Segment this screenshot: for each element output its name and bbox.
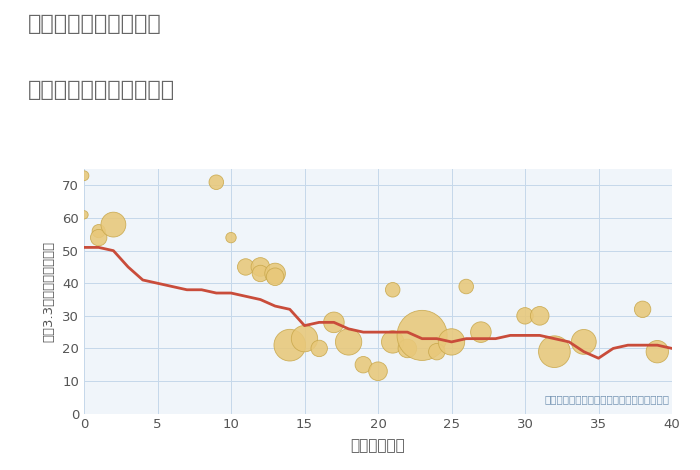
Point [255, 263, 266, 271]
Point [225, 234, 237, 242]
Point [416, 332, 428, 339]
Point [461, 283, 472, 290]
Text: 築年数別中古戸建て価格: 築年数別中古戸建て価格 [28, 80, 175, 100]
Point [108, 221, 119, 228]
Point [93, 234, 104, 242]
Text: 円の大きさは、取引のあった物件面積を示す: 円の大きさは、取引のあった物件面積を示す [544, 394, 669, 404]
Point [358, 361, 369, 368]
Point [299, 335, 310, 343]
Point [387, 338, 398, 345]
Point [475, 329, 486, 336]
X-axis label: 築年数（年）: 築年数（年） [351, 439, 405, 454]
Point [270, 273, 281, 281]
Point [519, 312, 531, 320]
Text: 千葉県匝瑳市横須賀の: 千葉県匝瑳市横須賀の [28, 14, 162, 34]
Point [328, 319, 339, 326]
Point [314, 345, 325, 352]
Point [255, 270, 266, 277]
Point [446, 338, 457, 345]
Point [240, 263, 251, 271]
Point [284, 341, 295, 349]
Point [78, 172, 90, 180]
Point [431, 348, 442, 355]
Point [402, 345, 413, 352]
Point [652, 348, 663, 355]
Point [372, 368, 384, 375]
Point [270, 270, 281, 277]
Point [93, 227, 104, 235]
Point [387, 286, 398, 294]
Y-axis label: 坪（3.3㎡）単価（万円）: 坪（3.3㎡）単価（万円） [42, 241, 55, 342]
Point [637, 306, 648, 313]
Point [549, 348, 560, 355]
Point [78, 211, 90, 219]
Point [534, 312, 545, 320]
Point [578, 338, 589, 345]
Point [343, 338, 354, 345]
Point [211, 179, 222, 186]
